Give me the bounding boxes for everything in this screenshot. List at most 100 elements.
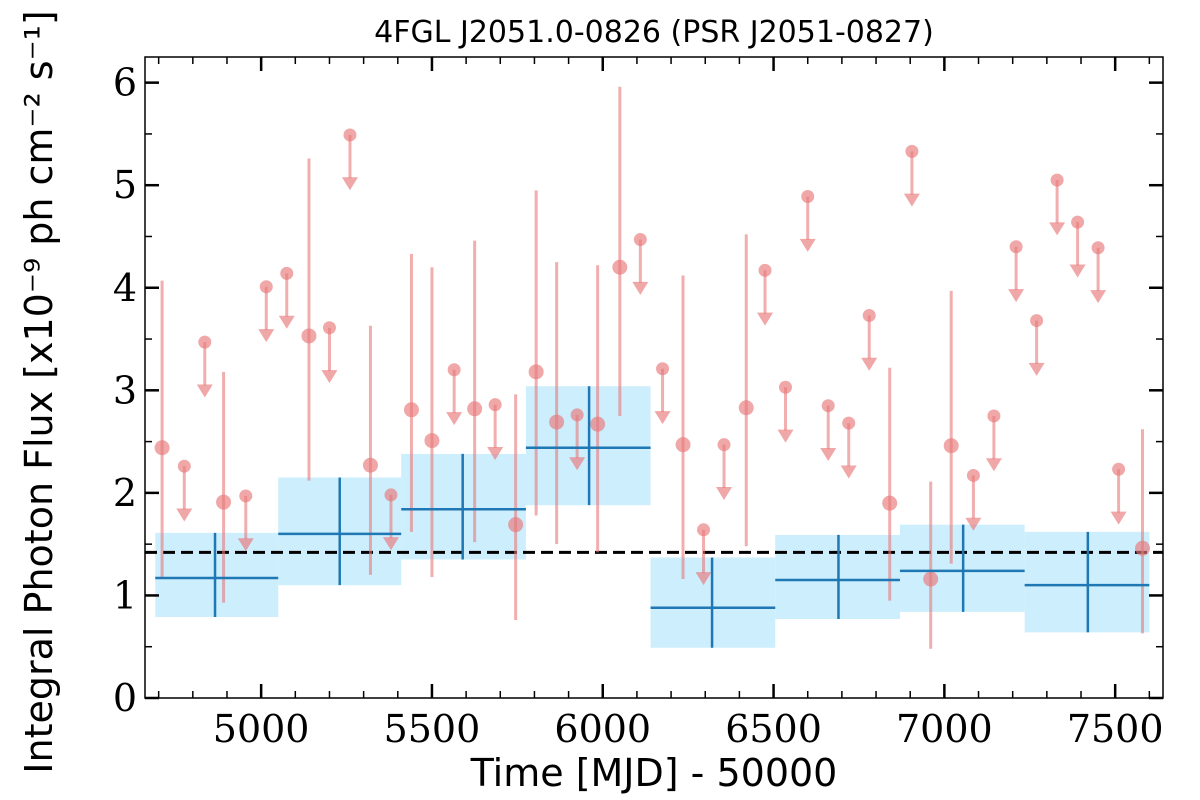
x-tick-label: 6500 bbox=[725, 707, 822, 751]
y-tick-label: 1 bbox=[113, 573, 137, 617]
x-tick-label: 7500 bbox=[1067, 707, 1164, 751]
detection-marker bbox=[362, 457, 378, 473]
upper-limit-arrowhead bbox=[695, 572, 712, 586]
upper-limit-point bbox=[820, 399, 837, 462]
binned-flux-point bbox=[401, 453, 526, 560]
upper-limit-arrowhead bbox=[777, 429, 794, 443]
upper-limit-arrowhead bbox=[965, 517, 982, 531]
upper-limit-marker bbox=[259, 280, 273, 294]
detection-marker bbox=[612, 259, 628, 275]
upper-limit-arrowhead bbox=[632, 281, 649, 295]
y-tick-label: 2 bbox=[113, 471, 137, 515]
upper-limit-point bbox=[382, 488, 399, 551]
upper-limit-arrowhead bbox=[757, 312, 774, 326]
detection-point bbox=[467, 240, 483, 543]
upper-limit-point bbox=[1090, 241, 1107, 304]
upper-limit-marker bbox=[1091, 241, 1105, 255]
detection-marker bbox=[590, 416, 606, 432]
binned-flux-point bbox=[278, 477, 402, 586]
upper-limit-marker bbox=[1112, 462, 1126, 476]
detection-point bbox=[882, 367, 898, 601]
y-tick-label: 6 bbox=[113, 61, 137, 105]
plot-frame bbox=[144, 56, 1164, 699]
upper-limit-arrowhead bbox=[861, 357, 878, 371]
detection-marker bbox=[882, 495, 898, 511]
binned-flux-point bbox=[650, 557, 776, 648]
upper-limit-arrowhead bbox=[840, 465, 857, 479]
upper-limit-point bbox=[237, 489, 254, 552]
upper-limit-point bbox=[341, 128, 358, 191]
binned-flux-point bbox=[775, 534, 900, 620]
upper-limit-point bbox=[861, 308, 878, 371]
upper-limit-arrowhead bbox=[278, 315, 295, 329]
detection-marker bbox=[154, 440, 170, 456]
upper-limit-point bbox=[196, 335, 213, 398]
upper-limit-arrowhead bbox=[196, 384, 213, 398]
detection-point bbox=[154, 280, 170, 577]
detection-marker bbox=[1135, 540, 1151, 556]
detection-marker bbox=[424, 433, 440, 449]
detection-point bbox=[216, 371, 232, 603]
upper-limit-marker bbox=[447, 363, 461, 377]
x-tick-label: 6000 bbox=[554, 707, 651, 751]
upper-limit-marker bbox=[488, 398, 502, 412]
upper-limit-marker bbox=[322, 321, 336, 335]
upper-limit-point bbox=[1028, 314, 1045, 376]
upper-limit-arrowhead bbox=[903, 193, 920, 207]
detection-marker bbox=[549, 414, 565, 430]
y-axis-label: Integral Photon Flux [x10⁻⁹ ph cm⁻² s⁻¹] bbox=[17, 10, 61, 773]
upper-limit-arrowhead bbox=[1110, 511, 1127, 525]
detection-point bbox=[549, 262, 565, 545]
detection-marker bbox=[923, 571, 939, 587]
upper-limit-arrowhead bbox=[1028, 362, 1045, 376]
detection-point bbox=[612, 86, 628, 416]
x-axis-label: Time [MJD] - 50000 bbox=[470, 751, 838, 795]
upper-limit-marker bbox=[198, 335, 212, 349]
y-tick-label: 3 bbox=[113, 368, 137, 412]
upper-limit-marker bbox=[1009, 240, 1023, 254]
upper-limit-marker bbox=[697, 523, 711, 537]
upper-limit-point bbox=[965, 468, 982, 531]
upper-limit-marker bbox=[821, 399, 835, 413]
upper-limit-marker bbox=[1071, 215, 1085, 229]
upper-limit-point bbox=[278, 266, 295, 329]
detection-marker bbox=[738, 400, 754, 416]
upper-limit-arrowhead bbox=[1090, 290, 1107, 304]
upper-limit-arrowhead bbox=[1008, 289, 1025, 303]
upper-limit-point bbox=[258, 280, 275, 343]
data-marks bbox=[145, 86, 1163, 649]
upper-limit-arrowhead bbox=[1049, 222, 1066, 236]
upper-limit-point bbox=[757, 263, 774, 326]
upper-limit-marker bbox=[177, 459, 191, 473]
upper-limit-point bbox=[777, 380, 794, 443]
upper-limit-point bbox=[1110, 462, 1127, 525]
detection-point bbox=[675, 275, 691, 580]
upper-limit-marker bbox=[570, 408, 584, 422]
upper-limit-point bbox=[487, 398, 504, 461]
upper-limit-marker bbox=[343, 128, 357, 142]
upper-limit-arrowhead bbox=[716, 487, 733, 501]
binned-flux-point bbox=[899, 524, 1025, 612]
upper-limit-arrowhead bbox=[258, 329, 275, 343]
upper-limit-point bbox=[903, 144, 920, 207]
upper-limit-point bbox=[654, 362, 671, 425]
y-tick-label: 0 bbox=[113, 676, 137, 720]
detection-marker bbox=[528, 364, 544, 380]
x-tick-label: 5500 bbox=[384, 707, 481, 751]
upper-limit-arrowhead bbox=[446, 412, 463, 426]
upper-limit-marker bbox=[862, 308, 876, 322]
upper-limit-marker bbox=[633, 233, 647, 247]
detection-marker bbox=[675, 437, 691, 453]
upper-limit-arrowhead bbox=[237, 538, 254, 552]
detection-point bbox=[508, 394, 524, 621]
upper-limit-arrowhead bbox=[569, 457, 586, 471]
x-tick-label: 7000 bbox=[896, 707, 993, 751]
upper-limit-arrowhead bbox=[820, 448, 837, 462]
chart-title: 4FGL J2051.0-0826 (PSR J2051-0827) bbox=[374, 15, 934, 50]
upper-limit-point bbox=[632, 233, 649, 295]
upper-limit-arrowhead bbox=[985, 458, 1002, 472]
binned-flux-point bbox=[155, 532, 279, 617]
detection-point bbox=[590, 265, 606, 553]
detection-marker bbox=[943, 438, 959, 454]
upper-limit-marker bbox=[280, 266, 294, 280]
